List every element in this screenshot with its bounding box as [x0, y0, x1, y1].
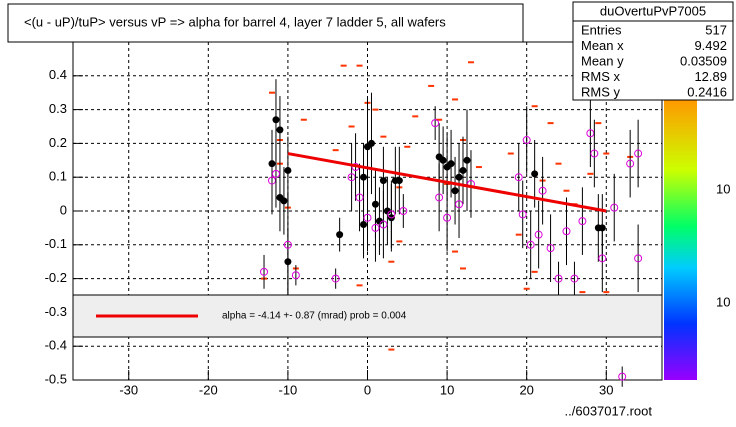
- point: [626, 159, 635, 168]
- point: [534, 230, 543, 239]
- point: [634, 149, 643, 158]
- stats-name: duOvertuPvP7005: [600, 3, 706, 18]
- point: [276, 126, 284, 134]
- point: [291, 271, 300, 280]
- point: [459, 166, 467, 174]
- point: [610, 203, 619, 212]
- y-tick-label: 0.3: [49, 101, 67, 116]
- y-tick-label: -0.4: [45, 338, 67, 353]
- y-tick-label: -0.2: [45, 270, 67, 285]
- point: [598, 254, 607, 263]
- point: [634, 254, 643, 263]
- y-tick-label: 0.2: [49, 135, 67, 150]
- point: [360, 221, 368, 229]
- point: [463, 156, 471, 164]
- point: [280, 197, 288, 205]
- point: [518, 210, 527, 219]
- point: [355, 193, 364, 202]
- point: [522, 136, 531, 145]
- point: [387, 210, 396, 219]
- stats-box: [572, 1, 734, 101]
- point: [360, 173, 368, 181]
- point: [272, 116, 280, 124]
- point: [578, 217, 587, 226]
- title-box: [7, 3, 524, 43]
- stats-label: Mean y: [581, 53, 624, 68]
- stats-label: Mean x: [581, 38, 624, 53]
- x-tick-label: 0: [364, 382, 371, 397]
- point: [284, 166, 292, 174]
- point: [590, 149, 599, 158]
- footer: ../6037017.root: [565, 403, 653, 418]
- point: [447, 160, 455, 168]
- stats-value: 517: [705, 22, 727, 37]
- point: [451, 187, 459, 195]
- y-tick-label: 0.1: [49, 169, 67, 184]
- point: [538, 186, 547, 195]
- stats-value: 0.03509: [680, 53, 727, 68]
- point: [260, 267, 269, 276]
- stats-value: 9.492: [694, 38, 727, 53]
- palette-label: 10: [716, 181, 730, 196]
- y-tick-label: -0.5: [45, 371, 67, 386]
- x-tick-label: -10: [279, 382, 298, 397]
- point: [439, 156, 447, 164]
- point: [531, 170, 539, 178]
- point: [514, 173, 523, 182]
- point: [283, 240, 292, 249]
- point: [379, 220, 388, 229]
- y-tick-label: 0.4: [49, 67, 67, 82]
- x-tick-label: -30: [119, 382, 138, 397]
- y-tick-label: -0.1: [45, 236, 67, 251]
- point: [336, 231, 344, 239]
- point: [375, 217, 383, 225]
- point: [383, 207, 391, 215]
- point: [554, 274, 563, 283]
- point: [363, 213, 372, 222]
- point: [399, 207, 408, 215]
- palette-label: 10: [716, 294, 730, 309]
- stats-label: RMS y: [581, 84, 621, 99]
- point: [526, 240, 535, 249]
- point: [546, 244, 555, 253]
- stats-label: Entries: [581, 22, 622, 37]
- fit-label: alpha = -4.14 +- 0.87 (mrad) prob = 0.00…: [222, 311, 407, 322]
- y-tick-label: 0: [60, 202, 67, 217]
- point: [271, 169, 280, 178]
- point: [367, 139, 375, 147]
- stats-value: 0.2416: [687, 84, 727, 99]
- x-tick-label: -20: [199, 382, 218, 397]
- point: [379, 177, 387, 185]
- point: [371, 223, 380, 232]
- palette: [664, 100, 697, 380]
- point: [395, 177, 403, 185]
- point: [562, 227, 571, 236]
- point: [431, 119, 440, 128]
- chart-title: <(u - uP)/tuP> versus vP => alpha for ba…: [24, 14, 446, 29]
- stats-value: 12.89: [694, 69, 727, 84]
- x-tick-label: 30: [599, 382, 613, 397]
- x-tick-label: 10: [440, 382, 454, 397]
- stats-label: RMS x: [581, 69, 621, 84]
- point: [331, 274, 340, 283]
- x-tick-label: 20: [519, 382, 533, 397]
- point: [443, 213, 452, 222]
- point: [435, 193, 444, 202]
- fit-line: [287, 152, 607, 213]
- point: [618, 372, 627, 381]
- y-tick-label: -0.3: [45, 304, 67, 319]
- point: [570, 274, 579, 283]
- point: [455, 200, 464, 209]
